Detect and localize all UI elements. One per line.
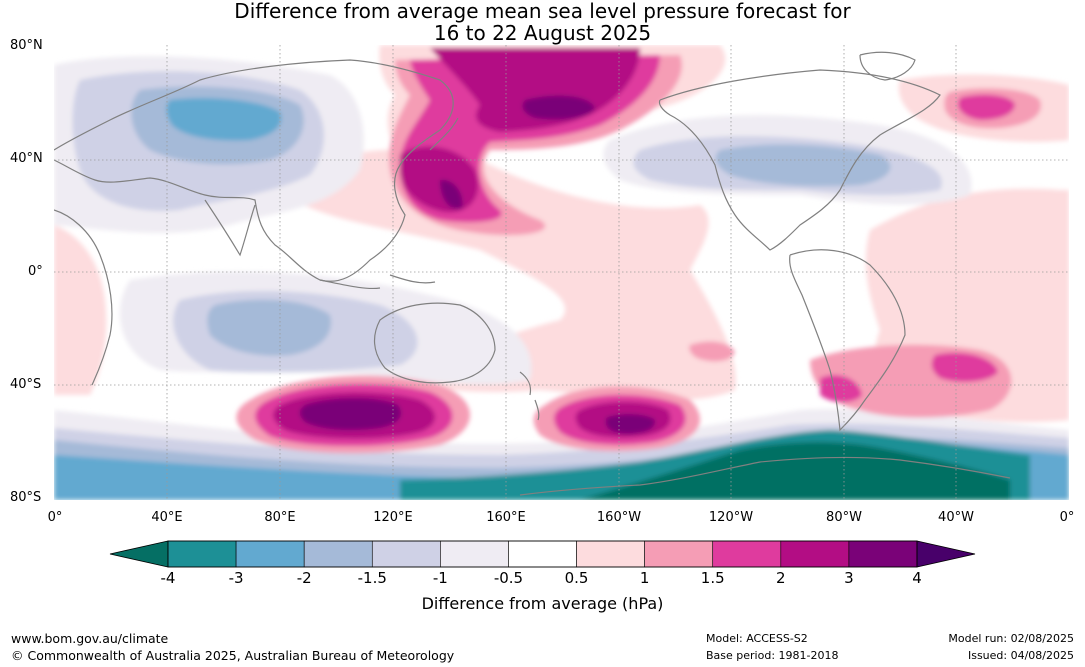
colorbar-tick-label: -2 bbox=[296, 569, 312, 587]
colorbar-cell-8 bbox=[712, 540, 782, 568]
coast-antarctica bbox=[519, 456, 1011, 496]
colorbar-cell-1 bbox=[235, 540, 305, 568]
lat-label-40s: 40°S bbox=[10, 377, 42, 392]
footer-model-run: Model run: 02/08/2025 bbox=[948, 632, 1074, 645]
map-title-line2: 16 to 22 August 2025 bbox=[433, 21, 652, 45]
coast-australia bbox=[374, 302, 496, 384]
colorbar bbox=[109, 540, 976, 568]
coast-new-zealand bbox=[519, 371, 540, 421]
coast-europe-asia bbox=[54, 59, 454, 282]
anomaly-region-indian-high-4 bbox=[299, 398, 401, 430]
lon-label-40w: 40°W bbox=[938, 510, 974, 525]
anomaly-field bbox=[54, 45, 1069, 500]
graticule bbox=[54, 45, 1069, 500]
footer-model: Model: ACCESS-S2 bbox=[706, 632, 808, 645]
lat-label-80n: 80°N bbox=[10, 38, 43, 53]
colorbar-tick-label: -1 bbox=[432, 569, 448, 587]
map-title-line1: Difference from average mean sea level p… bbox=[234, 0, 851, 23]
colorbar-under-arrow bbox=[109, 540, 169, 568]
footer-copyright: © Commonwealth of Australia 2025, Austra… bbox=[11, 648, 455, 663]
lon-label-120w: 120°W bbox=[708, 510, 754, 525]
colorbar-cell-3 bbox=[371, 540, 441, 568]
colorbar-cell-6 bbox=[576, 540, 645, 568]
coast-africa bbox=[54, 209, 113, 386]
lon-label-120e: 120°E bbox=[373, 510, 413, 525]
coast-south-america bbox=[789, 249, 906, 432]
coast-india bbox=[204, 199, 256, 257]
colorbar-tick-label: -0.5 bbox=[493, 569, 524, 587]
coast-greenland bbox=[859, 51, 916, 81]
anomaly-region-nw-high-3 bbox=[400, 48, 640, 213]
anomaly-region-asia-neg4 bbox=[166, 98, 282, 141]
colorbar-cell-5 bbox=[508, 540, 577, 568]
colorbar-tick-label: -1.5 bbox=[357, 569, 387, 587]
anomaly-region-spac-high-4 bbox=[605, 414, 656, 434]
colorbar-cell-0 bbox=[167, 540, 237, 568]
colorbar-tick-label: 2 bbox=[776, 569, 786, 587]
anomaly-region-antarctic-min bbox=[580, 442, 1010, 500]
footer-base-period: Base period: 1981-2018 bbox=[706, 649, 839, 662]
colorbar-tick-label: -3 bbox=[228, 569, 244, 587]
lon-label-0-east: 0° bbox=[1059, 510, 1075, 525]
colorbar-tick-label: 1.5 bbox=[700, 569, 725, 587]
lat-label-40n: 40°N bbox=[10, 151, 43, 166]
anomaly-region-nw-high-4 bbox=[440, 95, 595, 209]
colorbar-cell-4 bbox=[440, 540, 509, 568]
colorbar-label: Difference from average (hPa) bbox=[421, 594, 664, 613]
lon-label-80w: 80°W bbox=[826, 510, 862, 525]
anomaly-region-samer-high-2 bbox=[820, 352, 998, 403]
colorbar-cell-9 bbox=[780, 540, 850, 568]
coast-japan bbox=[429, 117, 459, 151]
anomaly-region-ne-high-2 bbox=[958, 94, 1015, 120]
colorbar-cell-2 bbox=[303, 540, 373, 568]
lon-label-160w: 160°W bbox=[596, 510, 642, 525]
lon-label-0: 0° bbox=[47, 510, 63, 525]
lat-label-equator: 0° bbox=[28, 264, 43, 279]
coast-indonesia bbox=[319, 274, 436, 290]
colorbar-tick-label: 1 bbox=[639, 569, 650, 587]
anomaly-region-africa-pos bbox=[54, 225, 107, 395]
coastlines bbox=[54, 51, 1011, 496]
footer-issued: Issued: 04/08/2025 bbox=[967, 649, 1074, 662]
colorbar-over-arrow bbox=[916, 540, 976, 568]
lon-label-40e: 40°E bbox=[151, 510, 183, 525]
colorbar-cell-7 bbox=[644, 540, 714, 568]
coast-north-america bbox=[658, 69, 941, 251]
lon-label-80e: 80°E bbox=[264, 510, 296, 525]
colorbar-tick-label: 4 bbox=[912, 569, 922, 587]
anomaly-region-indian-neg3 bbox=[207, 299, 331, 356]
lon-label-160e: 160°E bbox=[486, 510, 526, 525]
anomaly-region-epac-small bbox=[689, 341, 735, 362]
colorbar-tick-label: 3 bbox=[844, 569, 854, 587]
footer-website: www.bom.gov.au/climate bbox=[11, 631, 169, 646]
lat-label-80s: 80°S bbox=[10, 490, 42, 505]
colorbar-tick-label: -4 bbox=[160, 569, 176, 587]
colorbar-tick-label: 0.5 bbox=[564, 569, 589, 587]
colorbar-cell-10 bbox=[848, 540, 918, 568]
